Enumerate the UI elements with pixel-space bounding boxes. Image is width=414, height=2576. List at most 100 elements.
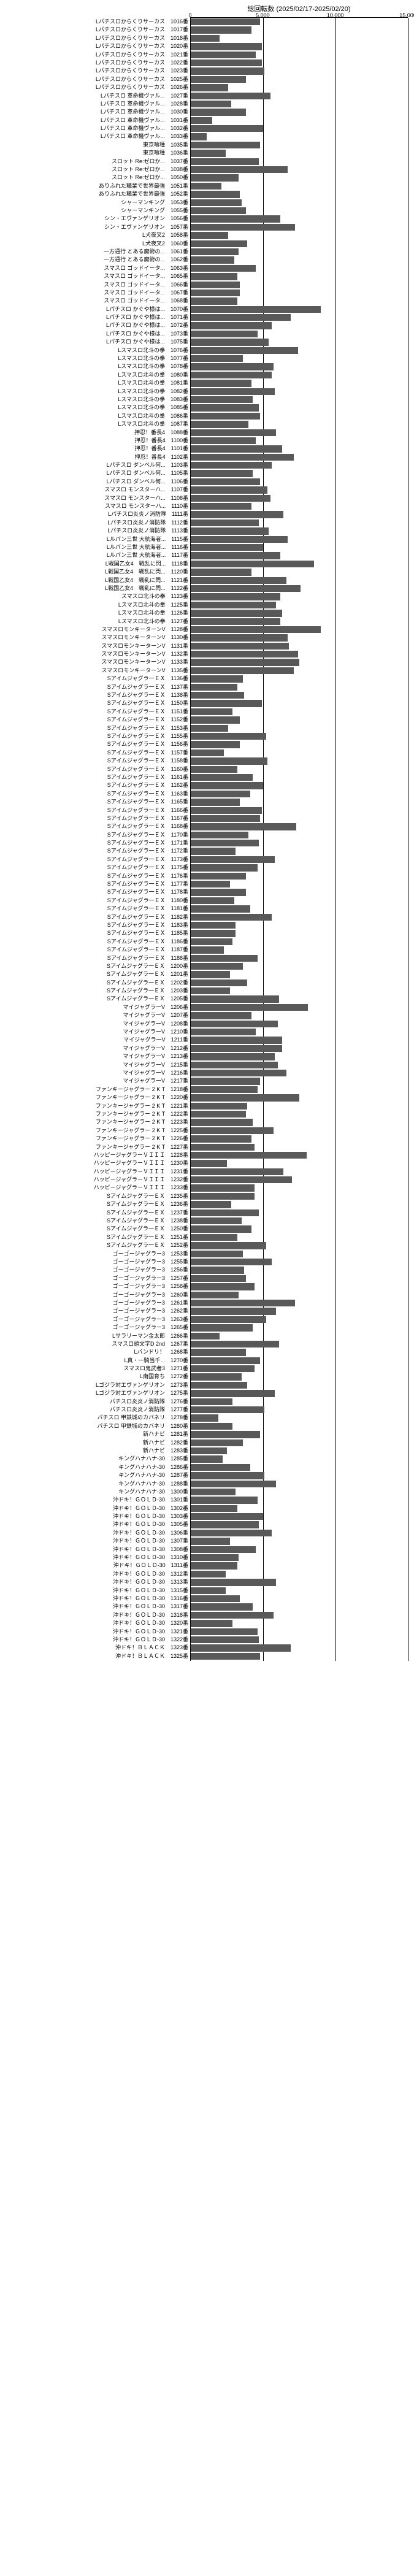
- bar: [191, 823, 296, 830]
- bar: [191, 150, 226, 156]
- bar: [191, 265, 256, 272]
- y-label: Sアイムジャグラ一ＥＸ 1138番: [107, 691, 191, 699]
- bar-row: Sアイムジャグラ一ＥＸ 1175番: [191, 864, 408, 872]
- y-label: 一方通行 とある魔術の... 1061番: [104, 248, 191, 256]
- bar-row: ゴーゴージャグラー3 1261番: [191, 1299, 408, 1307]
- bar: [191, 84, 228, 91]
- bar-row: Sアイムジャグラ一ＥＸ 1138番: [191, 691, 408, 699]
- bar-row: ゴーゴージャグラー3 1253番: [191, 1250, 408, 1258]
- bar: [191, 864, 258, 871]
- bar: [191, 1398, 232, 1405]
- bar: [191, 1053, 275, 1060]
- bar-row: スマスロモンキーターンV 1132番: [191, 650, 408, 658]
- bar: [191, 1070, 286, 1076]
- bar-row: Sアイムジャグラ一ＥＸ 1151番: [191, 708, 408, 716]
- bar-row: Sアイムジャグラ一ＥＸ 1156番: [191, 740, 408, 748]
- bar: [191, 224, 295, 231]
- y-label: スマスロモンキーターンV 1128番: [101, 626, 191, 634]
- bar-row: Sアイムジャグラ一ＥＸ 1172番: [191, 847, 408, 855]
- bar: [191, 1251, 243, 1257]
- bar-row: Lパチスロ かぐや様は... 1075番: [191, 338, 408, 346]
- bar-row: 沖ドキ！ＧＯＬＤ-30 1303番: [191, 1512, 408, 1520]
- y-label: ファンキージャグラー 2 K T 1222番: [96, 1110, 191, 1118]
- y-label: Sアイムジャグラ一ＥＸ 1178番: [107, 888, 191, 896]
- bar-row: シン・エヴァンゲリオン 1056番: [191, 215, 408, 223]
- y-label: キングハナハナ-30 1286番: [118, 1463, 191, 1471]
- bar-row: スマスロ ゴッドイータ... 1068番: [191, 297, 408, 305]
- bar-row: Lパチスロからくりサーカス 1023番: [191, 67, 408, 75]
- y-label: Sアイムジャグラ一ＥＸ 1150番: [107, 699, 191, 707]
- y-label: Lパチスロからくりサーカス 1023番: [96, 67, 191, 75]
- bar-row: 沖ドキ！ＢＬＡＣＫ 1323番: [191, 1644, 408, 1652]
- bar-row: パチスロ炎炎ノ消防隊 1277番: [191, 1406, 408, 1414]
- bar: [191, 856, 275, 863]
- y-label: スマスロ ゴッドイータ... 1066番: [104, 281, 191, 289]
- y-label: Sアイムジャグラ一ＥＸ 1173番: [107, 856, 191, 864]
- y-label: Sアイムジャグラ一ＥＸ 1182番: [107, 913, 191, 921]
- bar-row: 押忍！番長4 1102番: [191, 453, 408, 461]
- bar: [191, 1333, 220, 1340]
- bar-row: L戦国乙女4 戦乱に閃... 1120番: [191, 568, 408, 576]
- bar: [191, 109, 246, 115]
- y-label: Sアイムジャグラ一ＥＸ 1202番: [107, 979, 191, 987]
- bar: [191, 1209, 259, 1216]
- y-label: 沖ドキ！ＧＯＬＤ-30 1301番: [113, 1496, 191, 1504]
- bar-row: スロット Re:ゼロか... 1037番: [191, 158, 408, 166]
- bar-row: Lパチスロ 革命機ヴァル... 1028番: [191, 100, 408, 108]
- y-label: Sアイムジャグラ一ＥＸ 1187番: [107, 946, 191, 954]
- bar-row: ゴーゴージャグラー3 1255番: [191, 1258, 408, 1266]
- y-label: Lバンドリ！ 1268番: [134, 1348, 191, 1356]
- bar: [191, 1497, 258, 1503]
- y-label: Sアイムジャグラ一ＥＸ 1171番: [107, 839, 191, 847]
- bar: [191, 552, 280, 559]
- bar: [191, 569, 251, 575]
- y-label: L犬夜叉2 1058番: [142, 231, 191, 239]
- bar: [191, 1217, 242, 1224]
- bar-row: ファンキージャグラー 2 K T 1227番: [191, 1143, 408, 1151]
- bar: [191, 248, 239, 255]
- bar: [191, 832, 248, 838]
- bar: [191, 757, 267, 764]
- bar: [191, 1439, 243, 1446]
- bar-row: Lスマスロ北斗の拳 1085番: [191, 404, 408, 412]
- bar-row: Lパチスロ炎炎ノ消防隊 1113番: [191, 527, 408, 535]
- bar-row: Lパチスロからくりサーカス 1016番: [191, 18, 408, 26]
- bar-row: Sアイムジャグラ一ＥＸ 1160番: [191, 765, 408, 773]
- y-label: スマスロ ゴッドイータ... 1063番: [104, 264, 191, 272]
- y-label: Lパチスロ炎炎ノ消防隊 1112番: [107, 519, 191, 527]
- y-label: Lパチスロからくりサーカス 1026番: [96, 83, 191, 91]
- bar: [191, 1481, 276, 1487]
- bar: [191, 142, 260, 148]
- y-label: Lパチスロ かぐや様は... 1071番: [106, 313, 191, 321]
- bar-row: Lルパン三世 大航海者... 1117番: [191, 551, 408, 559]
- bar: [191, 930, 236, 937]
- y-label: 押忍！番長4 1101番: [135, 445, 191, 453]
- bar: [191, 1127, 274, 1134]
- bar-row: Sアイムジャグラ一ＥＸ 1163番: [191, 790, 408, 798]
- y-label: Lパチスロからくりサーカス 1020番: [96, 42, 191, 50]
- bar-row: Sアイムジャグラ一ＥＸ 1187番: [191, 946, 408, 954]
- y-label: 沖ドキ！ＧＯＬＤ-30 1305番: [113, 1520, 191, 1528]
- bar: [191, 733, 266, 740]
- bar: [191, 610, 282, 616]
- bar: [191, 979, 247, 986]
- y-label: ハッピージャグラーＶＩＩＩ 1231番: [94, 1168, 191, 1176]
- bar: [191, 716, 240, 723]
- bar-row: パチスロ 甲鉄城のカバネリ 1280番: [191, 1422, 408, 1430]
- y-label: Sアイムジャグラ一ＥＸ 1175番: [107, 864, 191, 872]
- bar-row: 沖ドキ！ＧＯＬＤ-30 1310番: [191, 1554, 408, 1562]
- bar: [191, 1086, 258, 1093]
- bar-row: ゴーゴージャグラー3 1263番: [191, 1316, 408, 1324]
- y-label: Sアイムジャグラ一ＥＸ 1200番: [107, 962, 191, 970]
- bar: [191, 659, 299, 665]
- bar: [191, 840, 259, 846]
- bar: [191, 519, 259, 526]
- y-label: Lスマスロ北斗の拳 1080番: [118, 371, 191, 379]
- y-label: Sアイムジャグラ一ＥＸ 1237番: [107, 1209, 191, 1217]
- bar: [191, 1620, 232, 1627]
- bar: [191, 314, 291, 321]
- y-label: 押忍！番長4 1100番: [135, 437, 191, 445]
- y-label: Lパチスロ 革命機ヴァル... 1033番: [101, 132, 191, 140]
- bar-row: Sアイムジャグラ一ＥＸ 1251番: [191, 1233, 408, 1241]
- bar-row: Sアイムジャグラ一ＥＸ 1235番: [191, 1192, 408, 1200]
